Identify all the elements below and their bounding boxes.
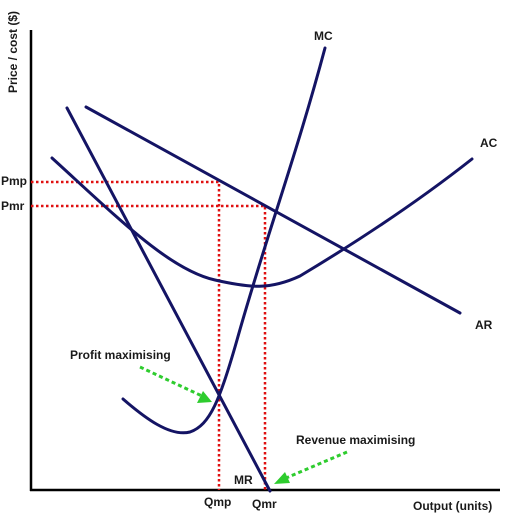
ar-curve: [84, 105, 462, 315]
pmp-guide-line: [31, 180, 221, 490]
pmp-label: Pmp: [1, 174, 27, 188]
qmp-label: Qmp: [204, 495, 231, 509]
x-axis-label: Output (units): [413, 499, 492, 513]
revenue-pointer-arrow: [285, 450, 348, 480]
mc-curve: [121, 46, 327, 435]
mr-label: MR: [234, 473, 253, 487]
mc-label: MC: [314, 29, 333, 43]
profit-maximising-label: Profit maximising: [70, 348, 171, 362]
qmr-label: Qmr: [252, 497, 277, 511]
profit-pointer-arrowhead: [197, 391, 212, 403]
profit-pointer-arrow: [139, 365, 203, 398]
revenue-maximising-label: Revenue maximising: [296, 433, 415, 447]
ar-label: AR: [475, 318, 493, 332]
revenue-pointer-arrowhead: [274, 472, 290, 484]
pmr-label: Pmr: [1, 199, 25, 213]
mr-curve: [65, 106, 272, 493]
ac-curve: [50, 156, 474, 288]
y-axis-label: Price / cost ($): [6, 11, 20, 93]
ac-label: AC: [480, 136, 498, 150]
